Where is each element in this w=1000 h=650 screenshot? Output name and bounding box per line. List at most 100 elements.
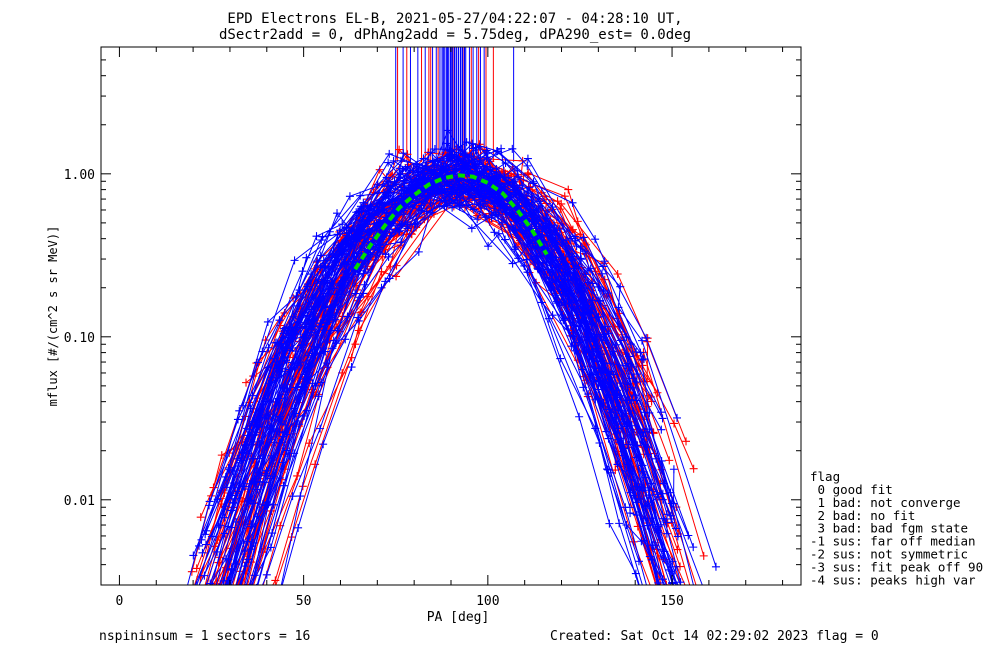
series-0-point-12-0 bbox=[203, 646, 211, 650]
series-0-point-65-13 bbox=[583, 325, 592, 334]
series-0-point-79-12 bbox=[580, 247, 589, 256]
series-0-point-75-13 bbox=[574, 262, 583, 271]
series-0-point-13-0 bbox=[195, 646, 203, 650]
series-0-point-28-9 bbox=[475, 142, 484, 151]
series-0-line-62 bbox=[203, 152, 664, 580]
series-1-point-46-12 bbox=[557, 199, 566, 208]
series-0-point-36-15 bbox=[673, 413, 682, 422]
series-0-point-41-0 bbox=[195, 646, 203, 650]
series-0-point-20-0 bbox=[192, 581, 201, 585]
series-1-point-5-1 bbox=[193, 646, 201, 650]
series-0-point-78-3 bbox=[329, 284, 338, 293]
series-0-point-78-13 bbox=[601, 322, 610, 331]
series-0-point-67-2 bbox=[287, 322, 296, 331]
series-0-point-75-0 bbox=[188, 646, 196, 650]
series-0-point-74-10 bbox=[539, 258, 548, 267]
chart-subtitle: dSectr2add = 0, dPhAng2add = 5.75deg, dP… bbox=[219, 27, 691, 43]
series-0-point-49-1 bbox=[235, 646, 243, 650]
series-1-point-13-15 bbox=[653, 388, 662, 397]
series-0-point-45-4 bbox=[341, 335, 350, 344]
series-0-point-1-0 bbox=[236, 646, 244, 650]
series-0-point-60-2 bbox=[311, 381, 320, 390]
series-1-line-35 bbox=[272, 175, 608, 585]
series-1-point-27-0 bbox=[195, 646, 203, 650]
series-1-point-35-0 bbox=[179, 646, 187, 650]
series-0-point-54-15 bbox=[634, 557, 643, 566]
series-0-point-79-3 bbox=[321, 347, 330, 356]
series-0-point-36-11 bbox=[568, 198, 577, 207]
series-0-point-49-15 bbox=[675, 646, 683, 650]
series-0-point-69-8 bbox=[442, 201, 451, 210]
series-0-point-12-15 bbox=[662, 529, 671, 538]
series-0-point-79-8 bbox=[475, 156, 484, 165]
series-1-point-48-11 bbox=[524, 168, 533, 177]
series-0-point-69-14 bbox=[625, 352, 634, 361]
series-0-point-71-0 bbox=[218, 646, 226, 650]
series-0-point-55-4 bbox=[345, 192, 354, 201]
series-0-point-72-15 bbox=[695, 646, 703, 650]
series-0-line-77 bbox=[281, 150, 645, 585]
series-0-point-72-14 bbox=[640, 536, 649, 545]
series-0-point-20-15 bbox=[659, 554, 668, 563]
series-0-point-42-0 bbox=[205, 501, 214, 510]
series-0-point-28-1 bbox=[240, 591, 248, 599]
series-0-point-3-0 bbox=[192, 588, 200, 596]
series-0-point-46-0 bbox=[220, 646, 228, 650]
series-1-point-27-1 bbox=[228, 646, 236, 650]
series-0-point-79-2 bbox=[300, 411, 309, 420]
series-1-point-40-5 bbox=[375, 165, 384, 174]
series-0-point-72-13 bbox=[589, 370, 598, 379]
series-0-point-40-0 bbox=[234, 617, 242, 625]
series-0-point-42-8 bbox=[443, 139, 452, 148]
series-0-point-71-11 bbox=[554, 275, 563, 284]
series-1-point-53-15 bbox=[713, 646, 721, 650]
series-0-point-78-11 bbox=[560, 261, 569, 270]
series-0-point-41-1 bbox=[227, 604, 235, 612]
series-1-point-21-5 bbox=[395, 145, 404, 154]
series-0-point-79-15 bbox=[657, 456, 666, 465]
series-0-point-71-5 bbox=[373, 245, 382, 254]
series-0-point-23-0 bbox=[196, 646, 204, 650]
series-0-point-79-14 bbox=[672, 524, 681, 533]
series-0-point-72-10 bbox=[520, 229, 529, 238]
series-0-point-77-15 bbox=[638, 355, 647, 364]
series-1-point-50-0 bbox=[185, 646, 193, 650]
series-1-point-39-15 bbox=[665, 456, 674, 465]
series-1-point-1-15 bbox=[693, 646, 701, 650]
series-0-point-78-9 bbox=[501, 203, 510, 212]
series-0-point-73-2 bbox=[263, 422, 272, 431]
series-0-point-19-8 bbox=[484, 242, 493, 251]
series-0-point-76-5 bbox=[384, 158, 393, 167]
series-0-point-76-12 bbox=[595, 438, 604, 447]
series-0-point-57-0 bbox=[210, 600, 218, 608]
series-1-point-43-15 bbox=[661, 612, 669, 620]
series-1-point-5-0 bbox=[168, 646, 176, 650]
series-0-point-79-1 bbox=[264, 500, 273, 509]
series-0-point-41-14 bbox=[597, 269, 606, 278]
series-0-point-75-5 bbox=[333, 326, 342, 335]
series-0-point-76-9 bbox=[491, 192, 500, 201]
series-0-point-75-9 bbox=[457, 164, 466, 173]
series-0-point-60-1 bbox=[266, 543, 275, 552]
series-0-line-64 bbox=[230, 184, 677, 585]
series-0-point-58-12 bbox=[574, 338, 583, 347]
series-0-point-49-5 bbox=[354, 316, 363, 325]
series-1-point-46-13 bbox=[613, 270, 622, 279]
series-0-point-36-3 bbox=[316, 424, 325, 433]
series-0-point-77-5 bbox=[347, 363, 356, 372]
series-0-point-66-1 bbox=[230, 494, 239, 503]
series-0-point-1-15 bbox=[669, 465, 678, 474]
series-0-point-55-0 bbox=[238, 401, 247, 410]
series-0-point-41-13 bbox=[579, 233, 588, 242]
series-1-point-13-0 bbox=[189, 646, 197, 650]
series-0-point-29-6 bbox=[403, 162, 412, 171]
series-0-line-32 bbox=[235, 151, 648, 585]
series-0-point-17-7 bbox=[403, 224, 412, 233]
series-0-point-19-9 bbox=[494, 229, 503, 238]
series-0-point-77-11 bbox=[529, 179, 538, 188]
series-0-point-36-6 bbox=[414, 247, 423, 256]
series-0-point-73-6 bbox=[382, 208, 391, 217]
series-0-point-70-1 bbox=[225, 465, 234, 474]
legend-item: -3 sus: fit peak off 90 bbox=[810, 559, 983, 574]
